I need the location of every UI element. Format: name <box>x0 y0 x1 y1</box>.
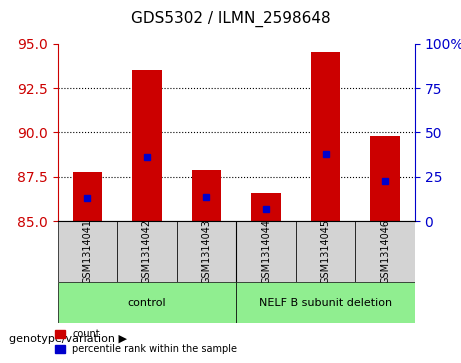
Text: genotype/variation ▶: genotype/variation ▶ <box>9 334 127 344</box>
Text: GSM1314041: GSM1314041 <box>83 219 92 285</box>
Text: GDS5302 / ILMN_2598648: GDS5302 / ILMN_2598648 <box>130 11 331 27</box>
Bar <box>370 136 400 221</box>
Bar <box>251 193 281 221</box>
FancyBboxPatch shape <box>355 221 415 282</box>
Legend: count, percentile rank within the sample: count, percentile rank within the sample <box>51 326 241 358</box>
Bar <box>311 52 341 221</box>
Text: control: control <box>128 298 166 308</box>
Bar <box>132 70 162 221</box>
Bar <box>72 172 102 221</box>
FancyBboxPatch shape <box>296 221 355 282</box>
Text: GSM1314046: GSM1314046 <box>380 219 390 285</box>
FancyBboxPatch shape <box>236 221 296 282</box>
Text: GSM1314045: GSM1314045 <box>320 219 331 285</box>
FancyBboxPatch shape <box>236 282 415 323</box>
Bar <box>192 170 221 221</box>
FancyBboxPatch shape <box>58 221 117 282</box>
FancyBboxPatch shape <box>117 221 177 282</box>
Text: GSM1314042: GSM1314042 <box>142 219 152 285</box>
Text: GSM1314044: GSM1314044 <box>261 219 271 285</box>
Text: NELF B subunit deletion: NELF B subunit deletion <box>259 298 392 308</box>
FancyBboxPatch shape <box>177 221 236 282</box>
FancyBboxPatch shape <box>58 282 236 323</box>
Text: GSM1314043: GSM1314043 <box>201 219 212 285</box>
